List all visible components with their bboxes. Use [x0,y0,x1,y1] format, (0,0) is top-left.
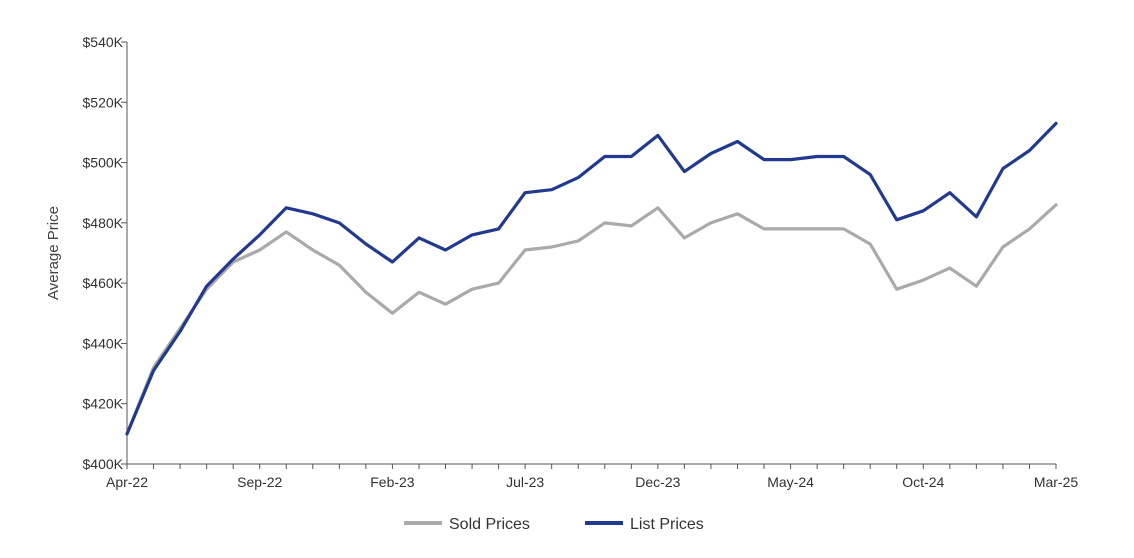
x-tick-label: Jul-23 [506,474,544,490]
y-tick-label: $420K [83,396,124,412]
y-axis: $400K $420K $440K $460K $480K $500K $520K $540K [83,34,128,472]
x-tick-label: Mar-25 [1034,474,1079,490]
series-layer [125,121,1058,436]
y-tick-label: $500K [83,155,124,171]
legend-label: List Prices [630,516,704,533]
y-tick-label: $460K [83,275,124,291]
legend-label: Sold Prices [449,516,530,533]
y-tick-label: $400K [83,456,124,472]
x-tick-label: Apr-22 [106,474,148,490]
series-line-list-prices [125,121,1058,436]
x-tick-label: Feb-23 [370,474,415,490]
x-axis: Apr-22 Sep-22 Feb-23 Jul-23 Dec-23 May-24 Oct-… [106,463,1079,490]
y-tick-label: $480K [83,215,124,231]
x-tick-label: Oct-24 [902,474,944,490]
y-tick-label: $520K [83,94,124,110]
y-tick-label: $440K [83,335,124,351]
y-axis-title: Average Price [45,206,62,300]
y-tick-label: $540K [83,34,124,50]
x-tick-label: Dec-23 [635,474,680,490]
legend: Sold Prices List Prices [404,516,704,533]
series-line-sold-prices [125,203,1058,436]
x-tick-label: May-24 [767,474,814,490]
x-tick-label: Sep-22 [237,474,282,490]
